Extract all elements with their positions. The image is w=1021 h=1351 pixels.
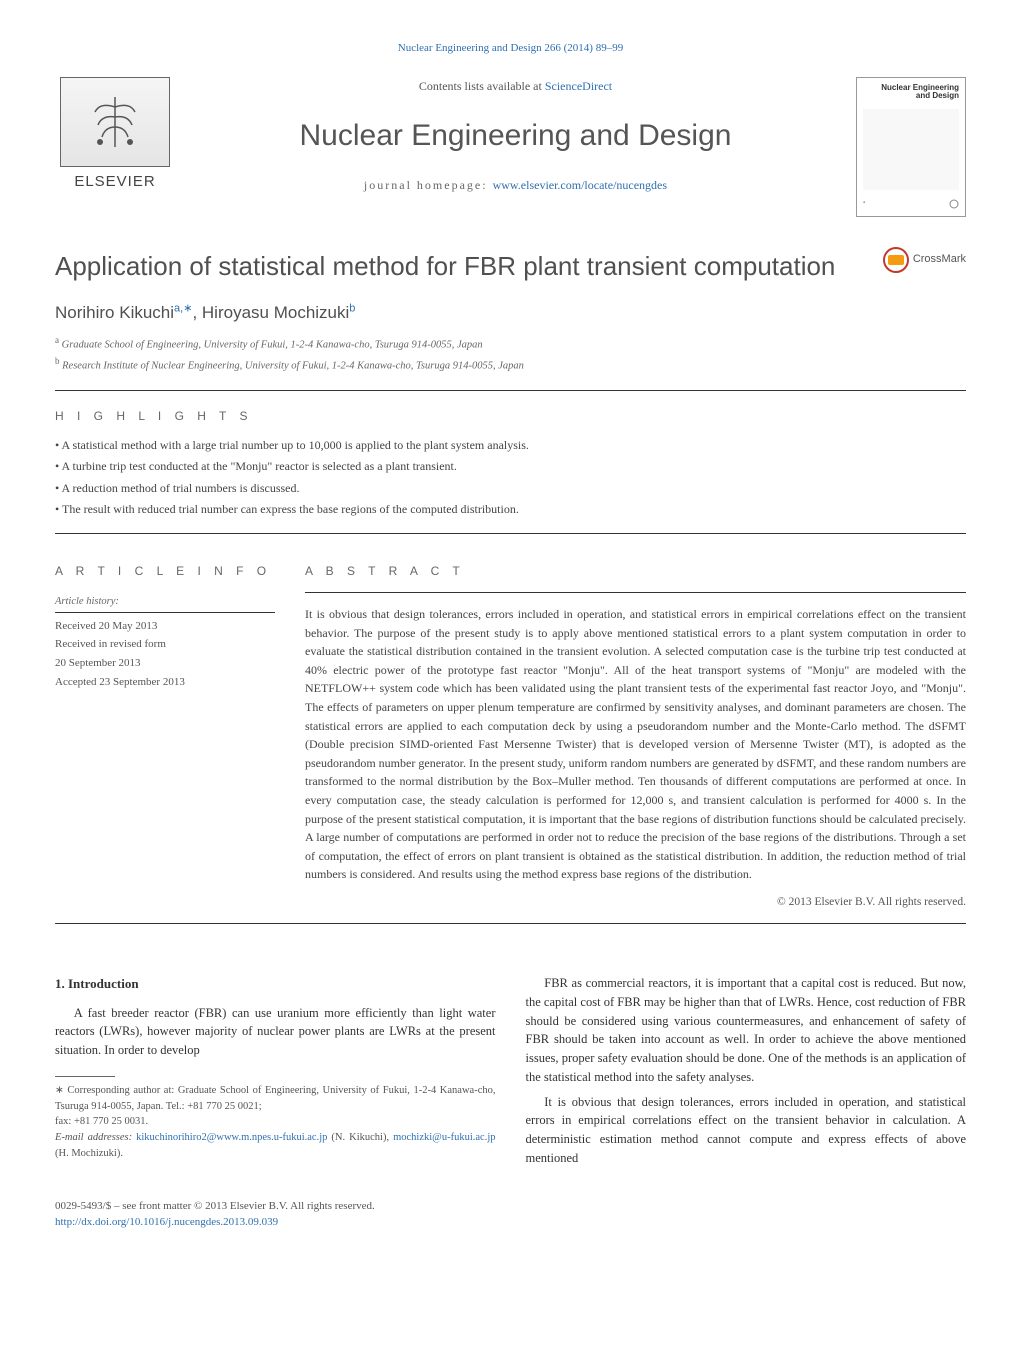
cover-image-placeholder	[863, 109, 959, 189]
divider	[55, 390, 966, 391]
article-info-heading: A R T I C L E I N F O	[55, 562, 275, 580]
issn-line: 0029-5493/$ – see front matter © 2013 El…	[55, 1198, 966, 1215]
email-1-link[interactable]: kikuchinorihiro2@www.m.npes.u-fukui.ac.j…	[136, 1132, 327, 1143]
article-title: Application of statistical method for FB…	[55, 247, 835, 286]
abstract-heading: A B S T R A C T	[305, 562, 966, 580]
journal-cover-thumbnail: Nuclear Engineeringand Design ▪	[856, 77, 966, 217]
journal-name: Nuclear Engineering and Design	[195, 113, 836, 158]
email-1-who: (N. Kikuchi),	[327, 1132, 393, 1143]
page-footer: 0029-5493/$ – see front matter © 2013 El…	[55, 1198, 966, 1231]
footnote-rule	[55, 1076, 115, 1077]
crossmark-icon	[883, 247, 909, 273]
divider	[55, 533, 966, 534]
masthead-center: Contents lists available at ScienceDirec…	[175, 77, 856, 194]
email-2-link[interactable]: mochizki@u-fukui.ac.jp	[393, 1132, 495, 1143]
sciencedirect-link[interactable]: ScienceDirect	[545, 79, 612, 93]
crossmark-badge[interactable]: CrossMark	[883, 247, 966, 273]
highlight-item: The result with reduced trial number can…	[55, 499, 966, 521]
history-label: Article history:	[55, 594, 275, 613]
info-abstract-row: A R T I C L E I N F O Article history: R…	[55, 546, 966, 911]
cover-title: Nuclear Engineeringand Design	[863, 84, 959, 102]
fax: fax: +81 770 25 0031.	[55, 1114, 496, 1130]
highlights-section: H I G H L I G H T S A statistical method…	[55, 407, 966, 521]
revised-label: Received in revised form	[55, 635, 275, 654]
abstract-text: It is obvious that design tolerances, er…	[305, 605, 966, 884]
homepage-link[interactable]: www.elsevier.com/locate/nucengdes	[493, 178, 668, 192]
affiliation-a: a Graduate School of Engineering, Univer…	[55, 333, 966, 354]
contents-text: Contents lists available at	[419, 79, 545, 93]
author-1: Norihiro Kikuchi	[55, 303, 174, 322]
article-info: A R T I C L E I N F O Article history: R…	[55, 546, 275, 911]
footnotes: ∗ Corresponding author at: Graduate Scho…	[55, 1083, 496, 1162]
journal-homepage: journal homepage: www.elsevier.com/locat…	[195, 176, 836, 194]
citation-link[interactable]: Nuclear Engineering and Design 266 (2014…	[398, 42, 623, 54]
abstract: A B S T R A C T It is obvious that desig…	[305, 546, 966, 911]
crossmark-label: CrossMark	[913, 251, 966, 268]
publisher-logo: ELSEVIER	[55, 77, 175, 197]
contents-available: Contents lists available at ScienceDirec…	[195, 77, 836, 95]
authors: Norihiro Kikuchia,∗, Hiroyasu Mochizukib	[55, 300, 966, 326]
history-text: Received 20 May 2013 Received in revised…	[55, 617, 275, 692]
copyright: © 2013 Elsevier B.V. All rights reserved…	[305, 894, 966, 911]
email-label: E-mail addresses:	[55, 1132, 136, 1143]
highlight-item: A statistical method with a large trial …	[55, 435, 966, 457]
accepted-date: Accepted 23 September 2013	[55, 673, 275, 692]
publisher-name: ELSEVIER	[74, 171, 155, 194]
highlight-item: A reduction method of trial numbers is d…	[55, 478, 966, 500]
divider	[55, 923, 966, 924]
body-para-1: A fast breeder reactor (FBR) can use ura…	[55, 1004, 496, 1060]
intro-heading: 1. Introduction	[55, 974, 496, 994]
revised-date: 20 September 2013	[55, 654, 275, 673]
citation-header: Nuclear Engineering and Design 266 (2014…	[55, 40, 966, 57]
author-2-affil: b	[349, 302, 355, 314]
body-para-3: It is obvious that design tolerances, er…	[526, 1093, 967, 1168]
highlights-heading: H I G H L I G H T S	[55, 407, 966, 425]
masthead: ELSEVIER Contents lists available at Sci…	[55, 77, 966, 217]
cover-footer: ▪	[863, 198, 959, 210]
corresponding-author: ∗ Corresponding author at: Graduate Scho…	[55, 1083, 496, 1115]
highlights-list: A statistical method with a large trial …	[55, 435, 966, 521]
body-para-2: FBR as commercial reactors, it is import…	[526, 974, 967, 1087]
email-2-who: (H. Mochizuki).	[55, 1148, 123, 1159]
affiliations: a Graduate School of Engineering, Univer…	[55, 333, 966, 376]
emails: E-mail addresses: kikuchinorihiro2@www.m…	[55, 1130, 496, 1162]
title-row: Application of statistical method for FB…	[55, 247, 966, 286]
highlight-item: A turbine trip test conducted at the "Mo…	[55, 456, 966, 478]
body-columns: 1. Introduction A fast breeder reactor (…	[55, 974, 966, 1168]
author-2: , Hiroyasu Mochizuki	[192, 303, 349, 322]
homepage-label: journal homepage:	[364, 178, 493, 192]
received-date: Received 20 May 2013	[55, 617, 275, 636]
doi-link[interactable]: http://dx.doi.org/10.1016/j.nucengdes.20…	[55, 1216, 278, 1228]
elsevier-tree-icon	[60, 77, 170, 167]
author-1-affil: a,∗	[174, 302, 192, 314]
abstract-rule	[305, 592, 966, 593]
affiliation-b: b Research Institute of Nuclear Engineer…	[55, 354, 966, 375]
